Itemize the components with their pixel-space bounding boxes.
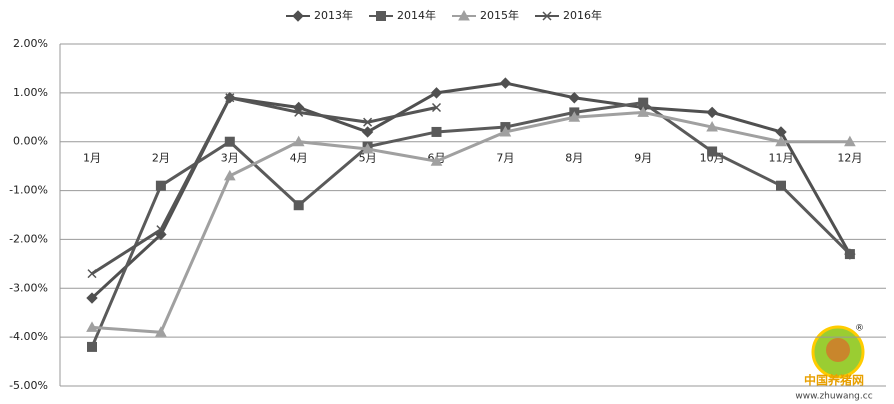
- point: [86, 321, 98, 332]
- legend-label: 2015年: [480, 8, 519, 22]
- x-tick-label: 8月: [565, 152, 583, 165]
- legend-marker: [376, 11, 386, 21]
- point: [292, 135, 305, 147]
- point: [499, 125, 512, 137]
- watermark-name: 中国养猪网: [804, 373, 864, 388]
- point: [776, 180, 786, 191]
- point: [224, 136, 235, 147]
- x-tick-label: 3月: [221, 152, 239, 165]
- y-tick-label: -2.00%: [9, 232, 48, 245]
- point: [844, 249, 855, 260]
- series: [87, 93, 442, 279]
- legend-label: 2016年: [563, 8, 602, 22]
- point: [86, 292, 98, 304]
- series-line: [91, 110, 850, 334]
- point: [499, 77, 512, 89]
- point: [223, 169, 236, 181]
- point: [431, 102, 442, 113]
- point: [568, 111, 581, 122]
- x-tick-label: 7月: [496, 152, 514, 165]
- point: [225, 93, 235, 103]
- point: [431, 126, 442, 137]
- watermark-url: www.zhuwang.cc: [795, 392, 872, 402]
- point: [361, 126, 374, 138]
- point: [361, 143, 374, 154]
- legend-marker: [458, 9, 470, 21]
- y-tick-label: 0.00%: [13, 135, 48, 148]
- x-tick-label: 11月: [769, 152, 794, 165]
- x-tick-label: 12月: [837, 152, 862, 165]
- point: [775, 135, 787, 147]
- point: [155, 180, 166, 191]
- legend-marker: [292, 10, 304, 22]
- point: [637, 106, 650, 117]
- point: [430, 87, 443, 99]
- x-tick-label: 1月: [83, 152, 101, 165]
- point: [706, 106, 718, 119]
- series: [87, 97, 855, 352]
- point: [568, 92, 581, 104]
- series: [86, 106, 856, 337]
- logo-pig: [826, 338, 850, 362]
- point: [294, 107, 304, 117]
- y-tick-label: 1.00%: [13, 86, 48, 99]
- point: [363, 117, 373, 127]
- x-tick-label: 9月: [634, 152, 652, 165]
- x-tick-label: 5月: [359, 152, 377, 165]
- point: [430, 155, 443, 166]
- y-tick-label: 2.00%: [13, 37, 48, 50]
- y-tick-label: -4.00%: [9, 330, 48, 343]
- point: [638, 97, 649, 108]
- point: [155, 326, 167, 337]
- legend-label: 2014年: [397, 8, 436, 22]
- point: [293, 200, 304, 211]
- legend-marker: [542, 11, 552, 21]
- legend-label: 2013年: [314, 8, 353, 22]
- point: [707, 146, 718, 157]
- x-tick-label: 2月: [152, 152, 170, 165]
- point: [844, 135, 856, 147]
- point: [87, 269, 97, 279]
- y-tick-label: -1.00%: [9, 184, 48, 197]
- y-tick-label: -5.00%: [9, 379, 48, 392]
- y-tick-label: -3.00%: [9, 281, 48, 294]
- registered-mark: ®: [855, 324, 864, 334]
- watermark: ® 中国养猪网 www.zhuwang.cc: [795, 324, 872, 402]
- series-line: [90, 101, 851, 348]
- series-line: [91, 96, 437, 275]
- point: [706, 121, 718, 132]
- x-tick-label: 4月: [290, 152, 308, 165]
- point: [156, 225, 166, 235]
- point: [87, 341, 97, 352]
